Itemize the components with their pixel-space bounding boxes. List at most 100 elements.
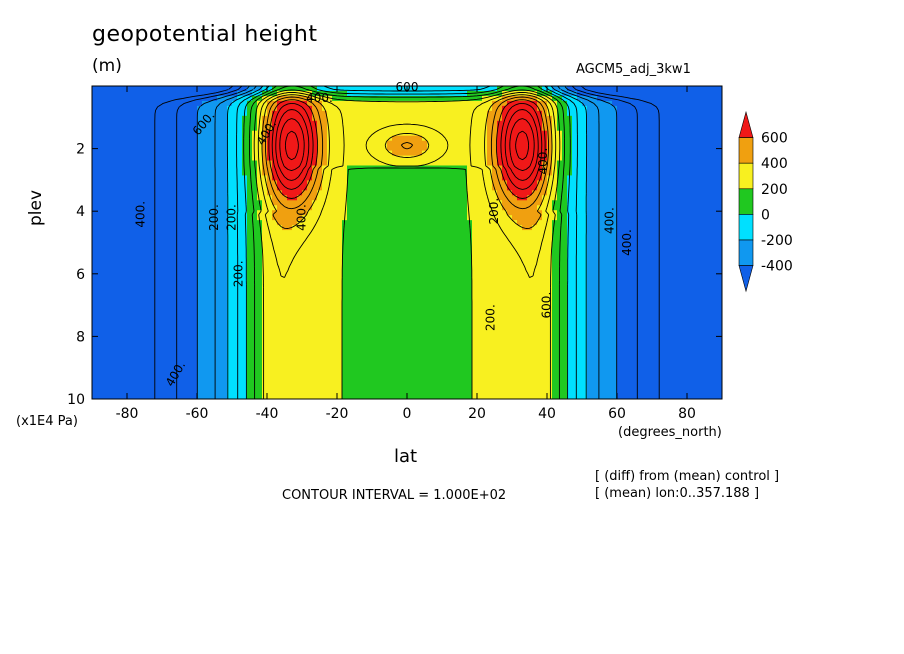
contour-fill-cell [452, 269, 458, 276]
contour-fill-cell [332, 100, 338, 107]
contour-fill-cell [142, 394, 148, 399]
contour-fill-cell [412, 379, 418, 385]
contour-fill-cell [162, 105, 168, 112]
contour-fill-cell [447, 389, 453, 395]
contour-fill-cell [247, 294, 253, 301]
contour-fill-cell [357, 86, 363, 92]
contour-fill-cell [362, 175, 368, 181]
contour-fill-cell [242, 195, 248, 201]
contour-fill-cell [477, 190, 483, 196]
contour-fill-cell [112, 289, 118, 296]
contour-fill-cell [427, 100, 433, 107]
contour-fill-cell [377, 374, 383, 380]
contour-fill-cell [342, 279, 348, 286]
contour-fill-cell [482, 319, 488, 326]
contour-fill-cell [427, 329, 433, 336]
contour-fill-cell [297, 150, 303, 157]
contour-fill-cell [442, 364, 448, 370]
contour-fill-cell [427, 344, 433, 350]
contour-fill-cell [192, 170, 198, 177]
contour-fill-cell [287, 140, 293, 147]
contour-fill-cell [127, 105, 133, 112]
contour-fill-cell [407, 324, 413, 331]
contour-fill-cell [447, 314, 453, 321]
contour-fill-cell [97, 220, 103, 226]
contour-fill-cell [427, 339, 433, 345]
contour-fill-cell [182, 349, 188, 355]
contour-fill-cell [92, 105, 98, 112]
contour-fill-cell [357, 294, 363, 301]
contour-fill-cell [167, 170, 173, 177]
contour-fill-cell [407, 374, 413, 380]
contour-fill-cell [482, 220, 488, 226]
contour-fill-cell [187, 389, 193, 395]
contour-fill-cell [217, 249, 223, 256]
contour-fill-cell [387, 240, 393, 246]
contour-fill-cell [477, 135, 483, 142]
contour-fill-cell [197, 344, 203, 350]
contour-fill-cell [267, 394, 273, 399]
contour-fill-cell [197, 304, 203, 311]
contour-fill-cell [432, 389, 438, 395]
contour-fill-cell [452, 160, 458, 167]
contour-fill-cell [282, 86, 288, 92]
contour-fill-cell [422, 319, 428, 326]
contour-fill-cell [347, 140, 353, 147]
contour-fill-cell [257, 344, 263, 350]
contour-fill-cell [172, 95, 178, 102]
contour-fill-cell [462, 384, 468, 390]
contour-fill-cell [157, 135, 163, 142]
contour-fill-cell [267, 225, 273, 231]
contour-fill-cell [392, 349, 398, 355]
contour-fill-cell [457, 155, 463, 162]
contour-fill-cell [167, 354, 173, 360]
contour-fill-cell [417, 200, 423, 206]
contour-fill-cell [177, 324, 183, 331]
contour-fill-cell [432, 140, 438, 147]
contour-fill-cell [202, 299, 208, 306]
contour-fill-cell [397, 394, 403, 399]
contour-fill-cell [172, 389, 178, 395]
contour-fill-cell [127, 90, 133, 97]
contour-fill-cell [437, 230, 443, 236]
contour-fill-cell [227, 324, 233, 331]
contour-fill-cell [362, 170, 368, 177]
contour-fill-cell [312, 299, 318, 306]
contour-fill-cell [432, 284, 438, 291]
contour-fill-cell [422, 200, 428, 206]
contour-fill-cell [432, 195, 438, 201]
contour-fill-cell [242, 354, 248, 360]
contour-fill-cell [302, 294, 308, 301]
contour-fill-cell [397, 304, 403, 311]
contour-fill-cell [447, 125, 453, 132]
contour-fill-cell [262, 314, 268, 321]
contour-fill-cell [347, 309, 353, 316]
contour-fill-cell [102, 225, 108, 231]
contour-fill-cell [317, 150, 323, 157]
contour-fill-cell [127, 304, 133, 311]
contour-fill-cell [142, 210, 148, 216]
contour-fill-cell [97, 374, 103, 380]
contour-fill-cell [92, 240, 98, 246]
contour-fill-cell [307, 155, 313, 162]
contour-fill-cell [362, 185, 368, 191]
contour-fill-cell [482, 205, 488, 211]
contour-fill-cell [347, 115, 353, 122]
contour-fill-cell [117, 195, 123, 201]
contour-fill-cell [267, 100, 273, 107]
contour-fill-cell [382, 369, 388, 375]
contour-fill-cell [292, 384, 298, 390]
contour-fill-cell [107, 215, 113, 221]
contour-fill-cell [192, 274, 198, 281]
contour-fill-cell [467, 359, 473, 365]
contour-fill-cell [207, 394, 213, 399]
contour-fill-cell [232, 359, 238, 365]
contour-fill-cell [162, 349, 168, 355]
contour-fill-cell [387, 379, 393, 385]
contour-fill-cell [112, 244, 118, 251]
contour-fill-cell [117, 334, 123, 340]
contour-fill-cell [297, 115, 303, 122]
contour-fill-cell [167, 334, 173, 340]
contour-fill-cell [142, 289, 148, 296]
contour-fill-cell [172, 324, 178, 331]
